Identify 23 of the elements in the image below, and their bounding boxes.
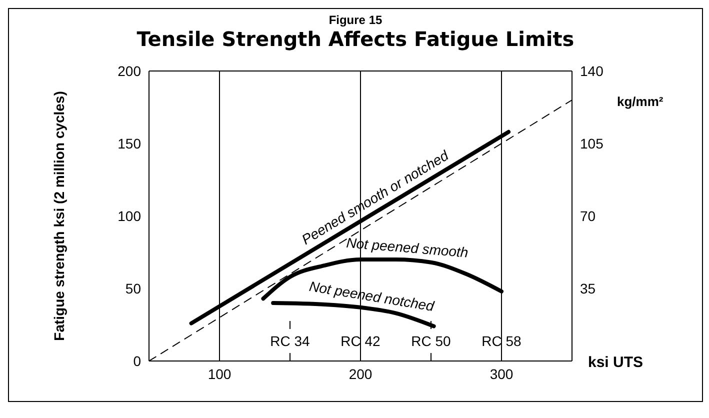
- series-label: Not peened smooth: [346, 234, 470, 260]
- ref-line-label: RC 42: [340, 333, 381, 349]
- y2-tick-label: 35: [580, 280, 596, 296]
- y-tick-label: 0: [133, 352, 142, 369]
- ref-line-label: RC 34: [270, 333, 310, 349]
- y-tick-label: 100: [118, 208, 142, 224]
- x-axis-title: ksi UTS: [588, 354, 644, 371]
- chart-title: Tensile Strength Affects Fatigue Limits: [136, 27, 576, 51]
- y-tick-label: 50: [125, 280, 142, 296]
- x-tick-label: 200: [348, 366, 372, 382]
- y2-axis-title: kg/mm²: [617, 94, 664, 109]
- y-tick-label: 200: [118, 62, 142, 79]
- y-tick-label: 150: [118, 135, 142, 152]
- y2-tick-label: 70: [580, 208, 596, 224]
- y2-tick-label: 105: [580, 135, 604, 152]
- ref-line-label: RC 50: [411, 333, 452, 349]
- ref-line-label: RC 58: [482, 333, 522, 349]
- x-tick-label: 100: [208, 366, 232, 382]
- x-tick-label: 300: [490, 366, 514, 382]
- chart-subtitle: Figure 15: [328, 13, 384, 27]
- y2-tick-label: 140: [580, 62, 604, 79]
- y-axis-title: Fatigue strength ksi (2 million cycles): [50, 91, 67, 341]
- text: Not peened notched: [308, 278, 436, 314]
